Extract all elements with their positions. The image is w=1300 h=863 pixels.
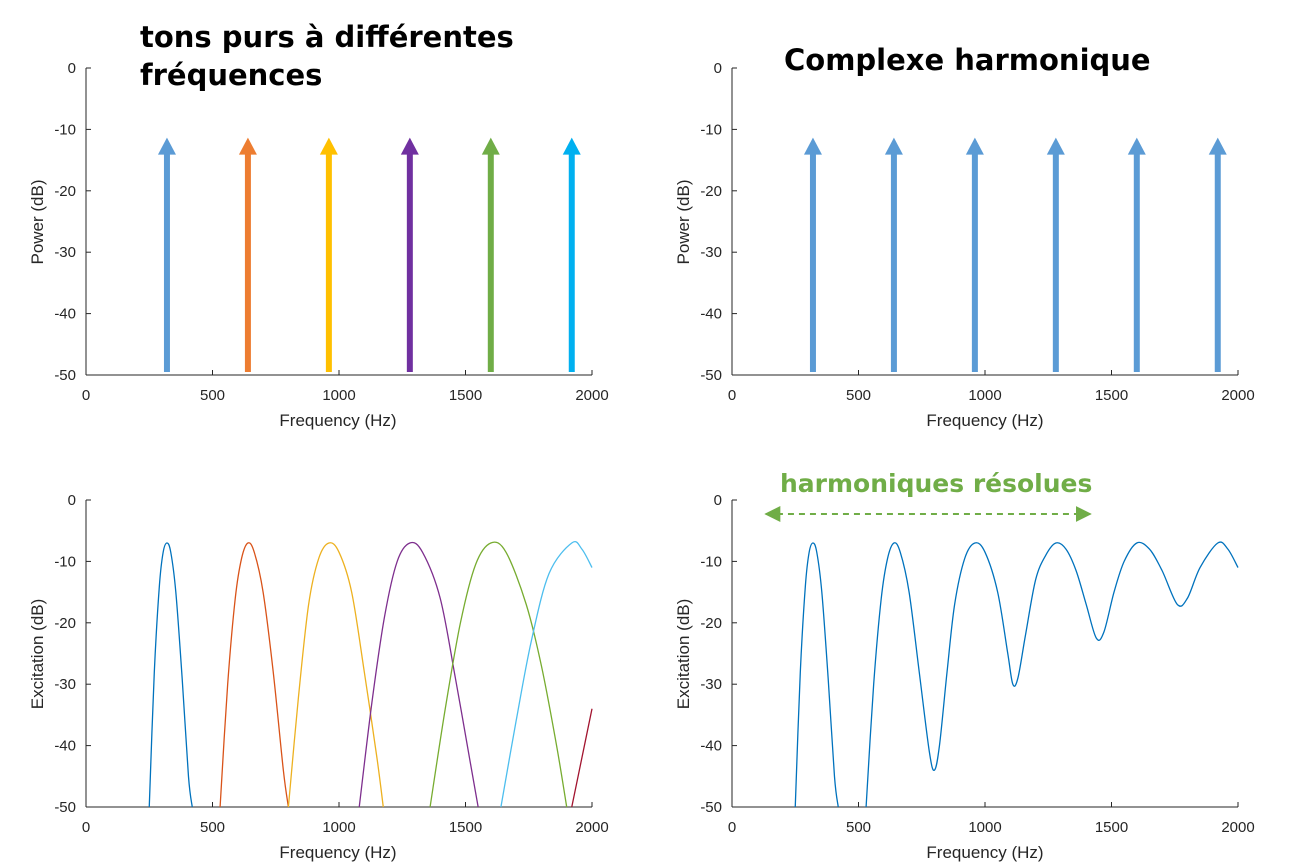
- x-tick-label: 2000: [575, 819, 608, 836]
- y-tick-label: 0: [714, 60, 722, 77]
- y-tick-label: -50: [54, 799, 76, 816]
- excitation-curve: [794, 542, 839, 808]
- y-tick-label: -20: [700, 615, 722, 632]
- y-tick-label: -10: [700, 121, 722, 138]
- x-tick-label: 500: [846, 819, 871, 836]
- title-pure-tones: tons purs à différentes fréquences: [140, 20, 514, 92]
- y-tick-label: -40: [700, 306, 722, 323]
- excitation-curve: [358, 541, 479, 808]
- x-tick-label: 0: [728, 387, 736, 404]
- y-tick-label: -40: [700, 738, 722, 755]
- chart-pure-tones-excitation: Frequency (Hz) Excitation (dB) 0 500 1000 1…: [28, 492, 609, 862]
- spectral-arrow: [803, 137, 822, 372]
- chart-harmonic-complex-spectrum: Frequency (Hz) Power (dB) 0 500 1000 1500 20…: [674, 60, 1255, 430]
- y-tick-label: -20: [700, 183, 722, 200]
- xlabel: Frequency (Hz): [926, 843, 1043, 862]
- y-tick-label: -50: [700, 367, 722, 384]
- x-tick-label: 2000: [1221, 819, 1254, 836]
- chart-pure-tones-spectrum: Frequency (Hz) Power (dB) 0 500 1000 1500 20…: [28, 60, 609, 430]
- excitation-curve: [287, 542, 384, 808]
- y-tick-label: -50: [54, 367, 76, 384]
- spectral-arrow: [319, 137, 338, 372]
- title-harmonic-complex: Complexe harmonique: [784, 43, 1151, 77]
- excitation-curve: [571, 708, 593, 808]
- x-tick-label: 2000: [1221, 387, 1254, 404]
- x-tick-label: 1500: [449, 387, 482, 404]
- spectral-arrow: [1127, 137, 1146, 372]
- spectral-arrow: [1208, 137, 1227, 372]
- annotation-resolved-harmonics: harmoniques résolues: [780, 469, 1093, 498]
- y-tick-label: -30: [700, 676, 722, 693]
- y-tick-label: -10: [700, 553, 722, 570]
- y-tick-label: -20: [54, 615, 76, 632]
- xlabel: Frequency (Hz): [279, 411, 396, 430]
- xlabel: Frequency (Hz): [926, 411, 1043, 430]
- x-tick-label: 2000: [575, 387, 608, 404]
- x-tick-label: 1500: [1095, 819, 1128, 836]
- y-tick-label: -30: [700, 244, 722, 261]
- excitation-curve: [429, 541, 568, 808]
- x-tick-label: 500: [846, 387, 871, 404]
- y-tick-label: 0: [68, 60, 76, 77]
- spectral-arrow: [884, 137, 903, 372]
- y-tick-label: -40: [54, 306, 76, 323]
- ylabel: Power (dB): [674, 179, 693, 264]
- y-tick-label: 0: [68, 492, 76, 509]
- x-tick-label: 0: [82, 819, 90, 836]
- x-tick-label: 0: [82, 387, 90, 404]
- excitation-curve: [219, 542, 290, 808]
- y-tick-label: -30: [54, 244, 76, 261]
- y-tick-label: 0: [714, 492, 722, 509]
- y-tick-label: -30: [54, 676, 76, 693]
- excitation-curve: [865, 541, 1239, 808]
- ylabel: Excitation (dB): [28, 599, 47, 710]
- x-tick-label: 1500: [449, 819, 482, 836]
- spectral-arrow: [562, 137, 581, 372]
- x-tick-label: 1000: [968, 387, 1001, 404]
- spectral-arrow: [1046, 137, 1065, 372]
- x-tick-label: 500: [200, 387, 225, 404]
- y-tick-label: -20: [54, 183, 76, 200]
- chart-harmonic-complex-excitation: Frequency (Hz) Excitation (dB) 0 500 1000 1…: [674, 492, 1255, 862]
- excitation-curve: [148, 542, 193, 808]
- excitation-curve: [500, 540, 593, 808]
- spectral-arrow: [965, 137, 984, 372]
- x-tick-label: 1500: [1095, 387, 1128, 404]
- y-tick-label: -40: [54, 738, 76, 755]
- ylabel: Excitation (dB): [674, 599, 693, 710]
- ylabel: Power (dB): [28, 179, 47, 264]
- x-tick-label: 1000: [322, 387, 355, 404]
- y-tick-label: -50: [700, 799, 722, 816]
- y-tick-label: -10: [54, 553, 76, 570]
- y-tick-label: -10: [54, 121, 76, 138]
- spectral-arrow: [157, 137, 176, 372]
- spectral-arrow: [238, 137, 257, 372]
- x-tick-label: 500: [200, 819, 225, 836]
- x-tick-label: 1000: [968, 819, 1001, 836]
- spectral-arrow: [400, 137, 419, 372]
- xlabel: Frequency (Hz): [279, 843, 396, 862]
- x-tick-label: 0: [728, 819, 736, 836]
- x-tick-label: 1000: [322, 819, 355, 836]
- spectral-arrow: [481, 137, 500, 372]
